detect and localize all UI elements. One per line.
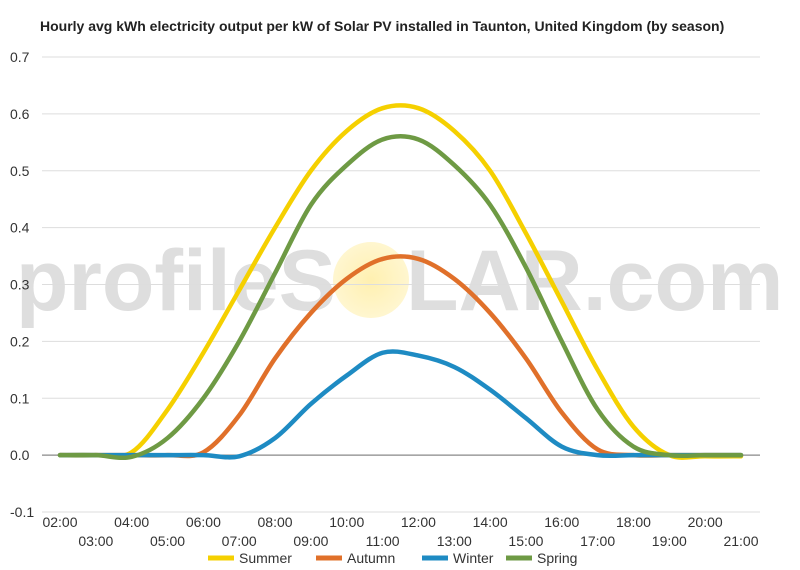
x-tick-label: 06:00 <box>186 514 221 530</box>
series-lines <box>57 103 744 461</box>
x-tick-label: 19:00 <box>652 533 687 549</box>
x-tick-label: 12:00 <box>401 514 436 530</box>
legend-item-summer: Summer <box>208 550 292 566</box>
series-line-summer <box>57 103 744 460</box>
series-line-spring <box>57 134 744 461</box>
chart-title: Hourly avg kWh electricity output per kW… <box>40 18 725 34</box>
y-tick-label: 0.2 <box>10 333 30 349</box>
x-tick-label: 21:00 <box>723 533 758 549</box>
legend: Summer Autumn Winter Spring <box>208 550 577 566</box>
watermark-text-right: LAR.com <box>406 233 783 329</box>
x-tick-label: 15:00 <box>508 533 543 549</box>
x-tick-label: 13:00 <box>437 533 472 549</box>
legend-label: Spring <box>537 550 577 566</box>
y-tick-label: -0.1 <box>10 504 34 520</box>
y-tick-label: 0.3 <box>10 277 30 293</box>
x-tick-label: 09:00 <box>293 533 328 549</box>
legend-item-spring: Spring <box>506 550 577 566</box>
x-tick-label: 07:00 <box>222 533 257 549</box>
watermark-text-left: profileS <box>16 233 336 329</box>
x-tick-label: 05:00 <box>150 533 185 549</box>
watermark-sun <box>333 242 409 318</box>
watermark: profileS LAR.com <box>16 233 784 329</box>
x-tick-label: 11:00 <box>366 533 400 549</box>
y-tick-label: 0.7 <box>10 49 30 65</box>
x-tick-label: 02:00 <box>42 514 77 530</box>
y-tick-label: 0.0 <box>10 447 30 463</box>
legend-label: Autumn <box>347 550 395 566</box>
y-tick-label: 0.5 <box>10 163 30 179</box>
x-tick-label: 16:00 <box>544 514 579 530</box>
series-line-winter <box>57 349 744 460</box>
x-tick-label: 17:00 <box>580 533 615 549</box>
x-axis: 02:0003:0004:0005:0006:0007:0008:0009:00… <box>42 514 758 549</box>
y-tick-label: 0.1 <box>10 390 30 406</box>
x-tick-label: 20:00 <box>688 514 723 530</box>
x-tick-label: 03:00 <box>78 533 113 549</box>
legend-item-autumn: Autumn <box>316 550 395 566</box>
x-tick-label: 04:00 <box>114 514 149 530</box>
x-tick-label: 08:00 <box>258 514 293 530</box>
y-tick-label: 0.4 <box>10 220 30 236</box>
x-tick-label: 14:00 <box>473 514 508 530</box>
legend-label: Summer <box>239 550 292 566</box>
legend-label: Winter <box>453 550 494 566</box>
y-tick-label: 0.6 <box>10 106 30 122</box>
x-tick-label: 10:00 <box>329 514 364 530</box>
legend-item-winter: Winter <box>422 550 494 566</box>
y-grid: -0.1 0.0 0.1 0.2 0.3 0.4 0.5 0.6 0.7 <box>10 49 760 520</box>
x-tick-label: 18:00 <box>616 514 651 530</box>
